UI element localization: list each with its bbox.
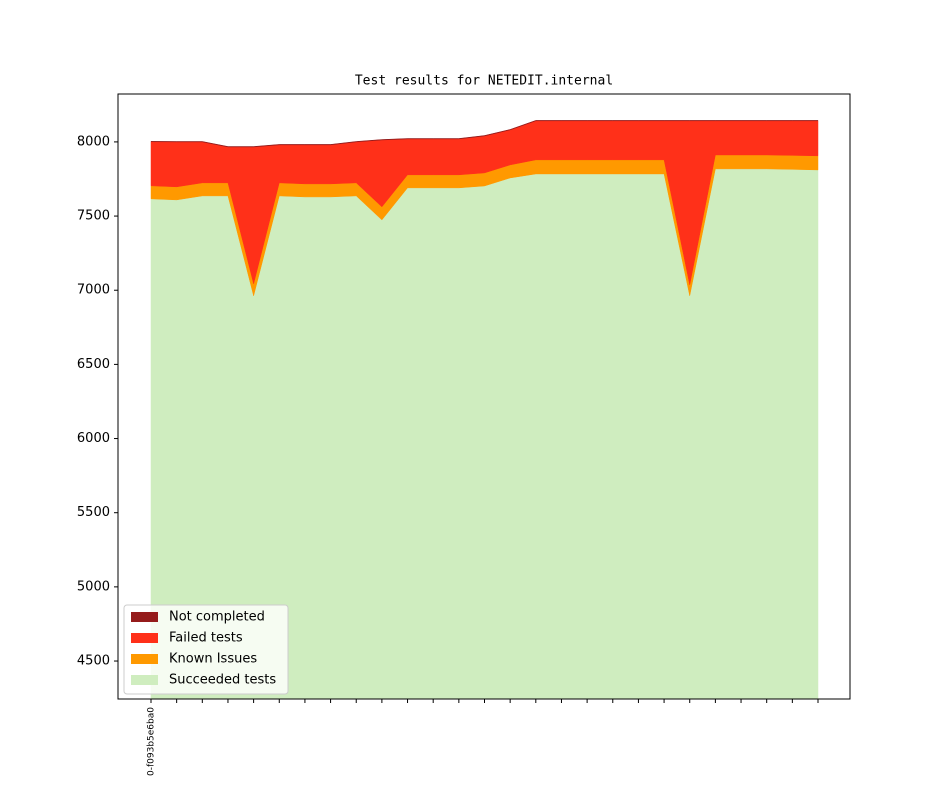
legend-swatch	[131, 675, 158, 685]
legend-swatch	[131, 612, 158, 622]
legend-label: Not completed	[169, 610, 265, 625]
chart-title: Test results for NETEDIT.internal	[355, 74, 613, 89]
legend-label: Known Issues	[169, 652, 257, 667]
y-tick-label: 8000	[77, 134, 110, 149]
y-tick-label: 6500	[77, 357, 110, 372]
legend-box	[123, 604, 289, 695]
x-tick-label: 0-f093b5e6ba0	[147, 707, 157, 776]
y-tick-label: 6000	[77, 431, 110, 446]
legend-swatch	[131, 654, 158, 664]
legend: Not completed Failed tests Known Issues Suc…	[123, 604, 289, 695]
area	[150, 120, 819, 148]
legend-label: Succeeded tests	[169, 673, 276, 688]
y-tick-label: 5500	[77, 505, 110, 520]
y-tick-label: 7000	[77, 283, 110, 298]
plot-area	[150, 120, 819, 699]
y-tick-label: 5000	[77, 579, 110, 594]
axes: 4500 5000 5500 6000 6500 7000 7500 8000 0-f093b5…	[77, 134, 819, 776]
legend-swatch	[131, 633, 158, 643]
legend-label: Failed tests	[169, 631, 243, 646]
y-tick-label: 7500	[77, 209, 110, 224]
y-tick-label: 4500	[77, 654, 110, 669]
